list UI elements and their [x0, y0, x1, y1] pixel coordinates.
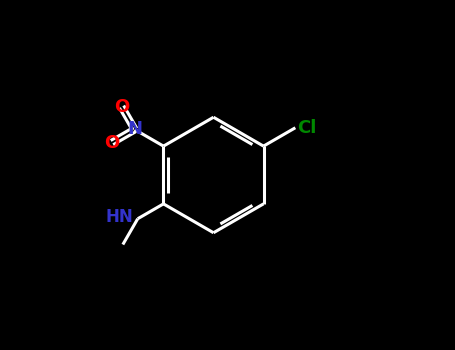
Text: Cl: Cl	[297, 119, 317, 137]
Text: O: O	[114, 98, 129, 116]
Text: N: N	[127, 120, 142, 139]
Text: HN: HN	[106, 208, 133, 226]
Text: O: O	[104, 134, 120, 152]
